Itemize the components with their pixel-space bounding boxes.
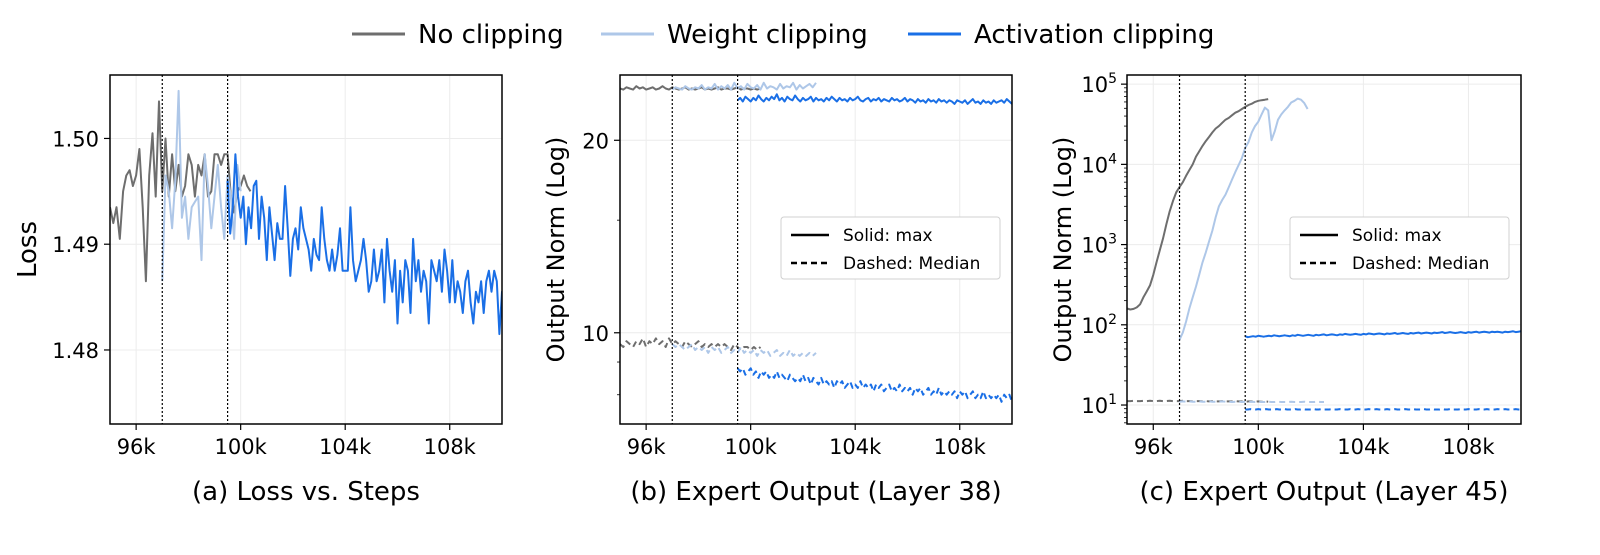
x-tick-label: 104k: [319, 435, 372, 459]
series-line-weight-clipping: [161, 89, 242, 282]
inner-legend-box: [780, 216, 1001, 280]
x-tick-label: 100k: [215, 435, 268, 459]
panel-expert-output-layer-38: 96k 100k 104k 108k 10 20 Output Norm (Log) (b) …: [542, 74, 1013, 507]
panel-caption: (c) Expert Output (Layer 45): [1139, 477, 1508, 507]
x-tick-label: 108k: [1442, 435, 1495, 459]
inner-legend-label: Solid: max: [843, 226, 933, 246]
legend-label: Weight clipping: [667, 20, 868, 50]
inner-legend-label: Dashed: Median: [1352, 254, 1489, 274]
x-tick-label: 96k: [1134, 435, 1174, 459]
panel-caption: (b) Expert Output (Layer 38): [630, 477, 1001, 507]
y-tick-label: 1.49: [52, 233, 99, 257]
series-line-weight-clipping: [671, 81, 817, 91]
y-axis-label: Output Norm (Log): [1049, 137, 1077, 363]
y-tick-label: 103: [1081, 232, 1117, 258]
figure-legend: No clipping Weight clipping Activation cli…: [352, 20, 1214, 50]
y-tick-label: 20: [582, 129, 609, 153]
series-line-no-clipping-median: [1127, 399, 1269, 403]
y-axis-label: Loss: [13, 221, 43, 278]
inner-legend-label: Solid: max: [1352, 226, 1442, 246]
series-line-activation-clipping: [736, 93, 1012, 105]
plot-frame: [1126, 74, 1522, 425]
x-tick-label: 100k: [725, 435, 778, 459]
y-tick-label: 1.50: [52, 127, 99, 151]
x-tick-label: 104k: [1337, 435, 1390, 459]
x-tick-label: 108k: [934, 435, 987, 459]
panel-caption: (a) Loss vs. Steps: [192, 477, 420, 507]
x-tick-label: 108k: [424, 435, 477, 459]
series-line-activation-clipping-median: [736, 367, 1012, 403]
inner-legend-box: [1289, 216, 1510, 280]
series-line-weight-clipping-median: [671, 343, 817, 357]
plot-frame: [109, 74, 503, 425]
y-tick-label: 105: [1081, 71, 1117, 97]
panel-expert-output-layer-45: 96k 100k 104k 108k 101 102 103 104 105 Output Nor…: [1049, 71, 1522, 507]
inner-legend-label: Dashed: Median: [843, 254, 980, 274]
legend-label: No clipping: [418, 20, 564, 50]
panel-loss: 96k 100k 104k 108k 1.48 1.49 1.50 Loss (a) Loss …: [13, 74, 503, 507]
x-tick-label: 104k: [829, 435, 882, 459]
series-group: [1127, 97, 1521, 411]
series-line-activation-clipping: [226, 153, 502, 336]
y-tick-label: 102: [1081, 312, 1117, 338]
x-tick-label: 96k: [117, 435, 157, 459]
series-line-weight-clipping-median: [1179, 400, 1324, 403]
y-tick-label: 1.48: [52, 339, 99, 363]
y-tick-label: 104: [1081, 151, 1117, 177]
series-line-weight-clipping: [1178, 97, 1309, 341]
legend-label: Activation clipping: [974, 20, 1214, 50]
plot-frame: [619, 74, 1013, 425]
x-tick-label: 100k: [1232, 435, 1285, 459]
series-line-activation-clipping: [1244, 330, 1521, 339]
x-tick-label: 96k: [627, 435, 667, 459]
y-tick-label: 10: [582, 322, 609, 346]
y-axis-label: Output Norm (Log): [542, 137, 570, 363]
y-tick-label: 101: [1081, 392, 1117, 418]
